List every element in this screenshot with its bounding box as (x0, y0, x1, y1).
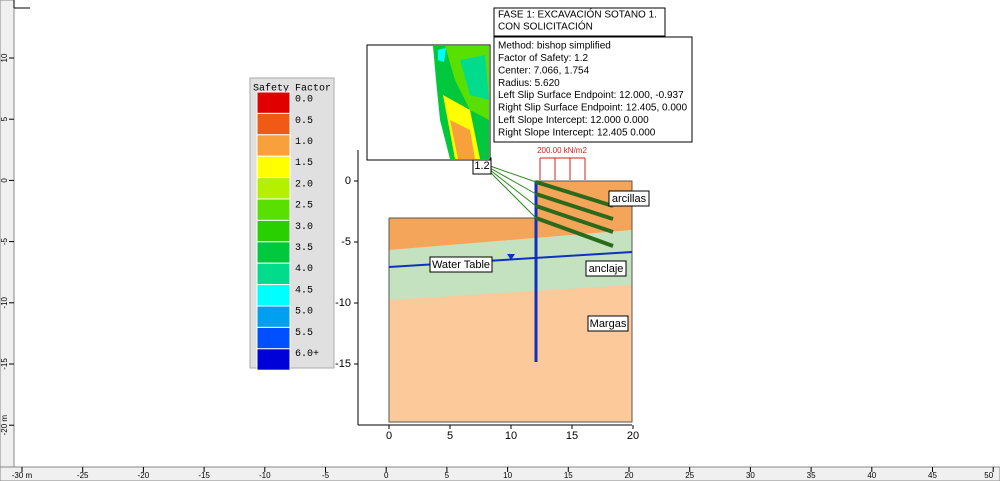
material-box (587, 315, 629, 332)
material-box (608, 190, 650, 207)
ruler-label: -25 (77, 471, 89, 480)
legend-label: 4.0 (295, 264, 313, 275)
slip-lines (489, 165, 537, 219)
legend-label: 2.5 (295, 201, 313, 212)
y-tick-label: 0 (345, 175, 351, 187)
legend-swatch (256, 262, 291, 286)
legend-swatch (256, 348, 291, 371)
legend-swatch (256, 198, 291, 221)
ruler-label: -15 (0, 358, 9, 370)
water-marker (507, 254, 515, 260)
info-line: Method: bishop simplified (498, 41, 611, 52)
info-line: Radius: 5.620 (498, 78, 560, 89)
ruler-label: -20 m (0, 415, 9, 436)
x-tick-label: 20 (627, 430, 639, 442)
x-tick-label: 0 (386, 430, 392, 442)
info-line: Left Slip Surface Endpoint: 12.000, -0.9… (498, 90, 684, 101)
info-box (493, 36, 693, 143)
legend-label: 4.5 (295, 285, 313, 296)
ruler-label: -20 (138, 471, 150, 480)
header-line: FASE 1: EXCAVACIÓN SOTANO 1. (498, 8, 657, 21)
anchors (535, 180, 614, 248)
ruler-label: 35 (807, 471, 816, 480)
legend-label: 5.0 (295, 307, 313, 318)
load (539, 157, 586, 180)
ruler-label: 30 (746, 471, 755, 480)
material-label: Margas (590, 318, 627, 330)
ruler-label: -15 (198, 471, 210, 480)
ruler-label: -10 (0, 296, 9, 308)
anclaje-layer (389, 230, 632, 300)
info-line: Left Slope Intercept: 12.000 0.000 (498, 115, 649, 126)
ruler-label: 5 (0, 116, 9, 121)
fs-label: 1.2 (474, 160, 489, 172)
load-label: 200.00 kN/m2 (537, 146, 587, 155)
legend-label: 1.0 (295, 137, 313, 148)
ruler-label: 0 (0, 178, 9, 183)
model: 200.00 kN/m2 0 -5 -10 -15 0 5 10 15 20 1.2 Water… (335, 146, 650, 442)
ruler-label: 15 (564, 471, 573, 480)
ruler-label: 40 (867, 471, 876, 480)
legend-label: 6.0+ (295, 349, 319, 360)
legend-swatch (256, 155, 291, 179)
corner-mark (13, 0, 30, 9)
bottom-ruler (0, 466, 1000, 481)
ruler-label: -5 (0, 237, 9, 245)
legend-label: 1.5 (295, 158, 313, 169)
legend-swatch (256, 305, 291, 328)
header-line: CON SOLICITACIÓN (498, 20, 593, 33)
info-line: Factor of Safety: 1.2 (498, 53, 588, 64)
ruler-label: 25 (685, 471, 694, 480)
ruler-label: 0 (384, 471, 389, 480)
ruler-label: 45 (928, 471, 937, 480)
legend-label: 0.5 (295, 116, 313, 127)
y-tick-label: -5 (341, 236, 351, 248)
x-tick-label: 10 (505, 430, 517, 442)
water-label-box (429, 256, 493, 273)
legend-swatch (256, 112, 291, 136)
x-tick-label: 5 (447, 430, 453, 442)
ruler-label: -30 m (12, 471, 33, 480)
legend-label: 0.0 (295, 95, 313, 106)
info-line: Center: 7.066, 1.754 (498, 65, 590, 76)
legend-swatch (256, 284, 291, 307)
legend-swatch (256, 241, 291, 264)
ruler-label: 10 (0, 53, 9, 62)
legend-swatch (256, 219, 291, 243)
material-box (585, 260, 627, 277)
legend-swatch (256, 177, 291, 200)
legend-label: 3.0 (295, 222, 313, 233)
info-line: Right Slip Surface Endpoint: 12.405, 0.0… (498, 103, 687, 114)
left-ruler (0, 0, 15, 468)
info-line: Right Slope Intercept: 12.405 0.000 (498, 127, 656, 138)
water-label: Water Table (432, 259, 490, 271)
header-box (493, 7, 666, 37)
x-tick-label: 15 (566, 430, 578, 442)
ruler-label: 10 (503, 471, 512, 480)
ruler-label: -10 (259, 471, 271, 480)
legend-label: 3.5 (295, 243, 313, 254)
legend-swatch (256, 326, 291, 350)
legend-swatch (256, 91, 291, 114)
ruler-label: 20 (625, 471, 634, 480)
material-label: arcillas (612, 193, 647, 205)
ruler-label: -5 (322, 471, 330, 480)
ruler-label: 50 (984, 471, 993, 480)
contour-inset (366, 44, 491, 161)
material-label: anclaje (589, 263, 624, 275)
legend-swatch (256, 134, 291, 157)
legend-label: 2.0 (295, 179, 313, 190)
ruler-label: 5 (445, 471, 450, 480)
y-tick-label: -10 (335, 297, 351, 309)
y-tick-label: -15 (335, 358, 351, 370)
legend-label: 5.5 (295, 328, 313, 339)
